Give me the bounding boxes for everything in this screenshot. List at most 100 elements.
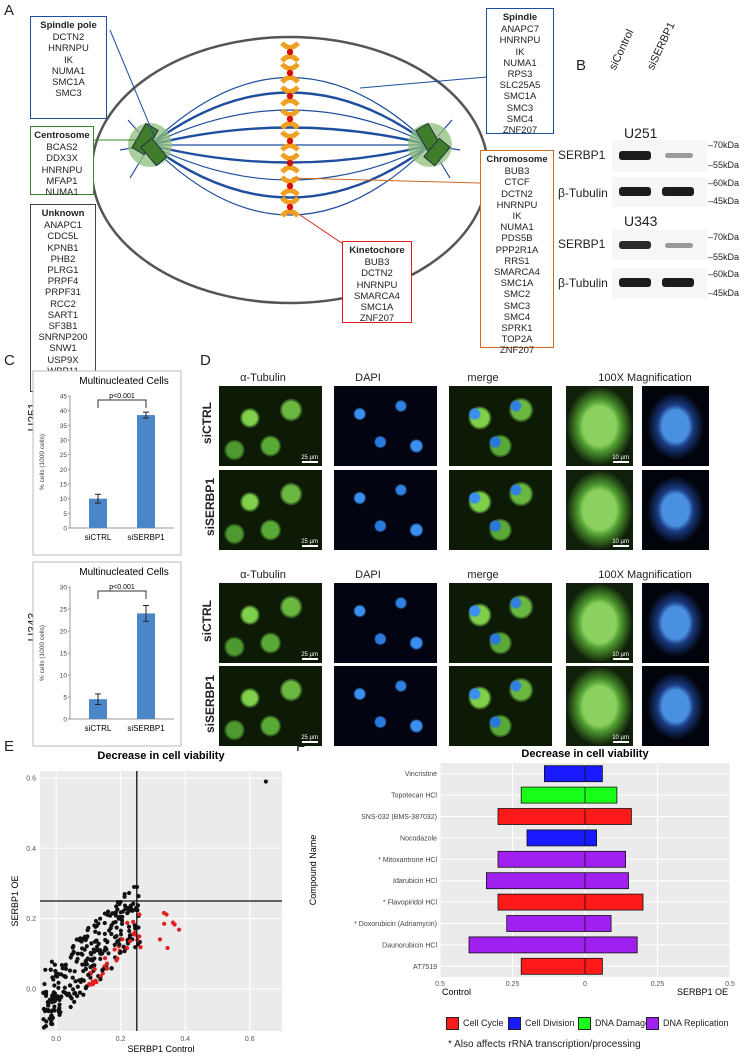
gene-item: SMC1A: [52, 77, 85, 89]
scatter-point: [69, 952, 74, 957]
y-tick-label: 0.0: [26, 986, 36, 993]
p-value: p<0.001: [109, 393, 135, 400]
micrograph-merge: [449, 583, 552, 663]
micrograph-dapi: [334, 470, 437, 550]
scatter-point: [44, 1019, 49, 1024]
scatter-point: [116, 916, 121, 921]
spindle-pole-box: Spindle pole DCTN2 HNRNPU IK NUMA1 SMC1A SMC3: [30, 16, 107, 119]
scatter-point: [74, 937, 79, 942]
compound-bar: [520, 786, 618, 804]
legend-swatch: [646, 1017, 659, 1030]
scatter-point: [68, 1004, 73, 1010]
scatter-point: [86, 972, 91, 977]
scatter-point: [124, 945, 130, 951]
gene-item: ZNF207: [502, 125, 538, 137]
scatter-point: [83, 966, 88, 972]
band: [619, 278, 651, 287]
legend-label: Cell Cycle: [463, 1018, 504, 1028]
scatter-point: [127, 928, 132, 934]
scatter-point: [102, 920, 107, 926]
scatter-point: [125, 920, 130, 925]
y-tick-label: 20: [60, 629, 68, 636]
gene-item: PHB2: [50, 253, 76, 265]
scatter-point: [100, 971, 105, 976]
scale-bar-label: 10 µm: [612, 539, 629, 545]
micrograph-tubulin: 25 µm: [219, 583, 322, 663]
scatter-point: [56, 980, 61, 985]
kinetochore-title: Kinetochore: [349, 245, 405, 256]
chromosome-shape: [280, 41, 300, 63]
scatter-point: [72, 969, 77, 974]
scatter-point: [105, 912, 110, 917]
compound-label: * Flavopiridol HCl: [383, 900, 438, 907]
y-axis-label: % cells (1000 cells): [39, 625, 46, 681]
scatter-point: [126, 909, 131, 914]
scatter-point: [71, 944, 76, 949]
chromosome-shape: [280, 62, 300, 84]
scatter-point: [102, 931, 107, 937]
scatter-point: [100, 951, 105, 956]
gene-item: ZNF207: [499, 345, 535, 357]
scatter-point: [46, 1008, 51, 1014]
scatter-point: [94, 948, 99, 953]
y-tick-label: 30: [60, 585, 68, 592]
scatter-point: [98, 956, 103, 961]
micrograph-magnified-merge: 10 µm: [566, 666, 633, 746]
y-tick-label: 0: [63, 717, 67, 724]
chromosome-shape: [280, 196, 300, 218]
scatter-point: [49, 959, 54, 964]
scale-bar: 10 µm: [612, 735, 629, 743]
scatter-point: [89, 952, 94, 957]
scatter-point: [132, 907, 138, 912]
gene-item: PLRG1: [47, 265, 79, 277]
scatter-point: [49, 993, 55, 999]
scatter-point: [47, 997, 52, 1002]
scatter-point: [114, 904, 119, 909]
x-tick-label: 0.2: [116, 1036, 126, 1043]
gene-item: HNRNPU: [496, 199, 538, 211]
scatter-point: [41, 1025, 47, 1030]
gene-item: BUB3: [364, 257, 390, 269]
gene-item: USP9X: [47, 354, 79, 366]
x-axis-label: SERBP1 Control: [127, 1044, 194, 1054]
compound-bar: [520, 957, 603, 975]
compound-label: Nocodazole: [400, 835, 437, 842]
scatter-point: [128, 939, 133, 944]
scatter-point: [118, 932, 124, 937]
gene-item: HNRNPU: [48, 43, 89, 55]
scatter-point: [115, 956, 120, 961]
micrograph-tubulin: 25 µm: [219, 470, 322, 550]
gene-item: HNRNPU: [41, 164, 83, 176]
p-value: p<0.001: [109, 584, 135, 591]
scatter-point: [42, 1008, 48, 1014]
scatter-point: [157, 937, 163, 942]
micrograph-magnified-merge: 10 µm: [566, 583, 633, 663]
scatter-point: [55, 974, 60, 979]
scatter-point: [104, 961, 110, 966]
scatter-point: [41, 1017, 46, 1022]
scale-bar: 10 µm: [612, 539, 629, 547]
row-label-sictrl-2: siCTRL: [200, 600, 214, 642]
micrograph-merge: [449, 666, 552, 746]
chromosome-title: Chromosome: [486, 154, 548, 165]
gene-item: RCC2: [50, 298, 76, 310]
scatter-point: [79, 939, 84, 944]
y-axis-label: % cells (1000 cells): [39, 434, 46, 490]
scatter-point: [87, 981, 92, 987]
col-label-magnification-2: 100X Magnification: [598, 569, 692, 581]
scale-bar: 25 µm: [301, 539, 318, 547]
micrograph-magnified-merge: 10 µm: [566, 386, 633, 466]
scatter-point: [131, 919, 136, 924]
gene-item: SMARCA4: [494, 267, 540, 279]
protein-tubulin-u251: β-Tubulin: [558, 186, 608, 200]
scatter-point: [56, 985, 61, 990]
scatter-point: [60, 966, 65, 971]
scatter-point: [110, 911, 115, 916]
scatter-point: [105, 940, 110, 945]
scatter-point: [123, 906, 128, 911]
scatter-point: [94, 980, 99, 985]
scale-bar: 25 µm: [301, 652, 318, 660]
gene-item: BCAS2: [46, 142, 78, 154]
scatter-point: [115, 939, 120, 944]
micrograph-dapi: [334, 583, 437, 663]
